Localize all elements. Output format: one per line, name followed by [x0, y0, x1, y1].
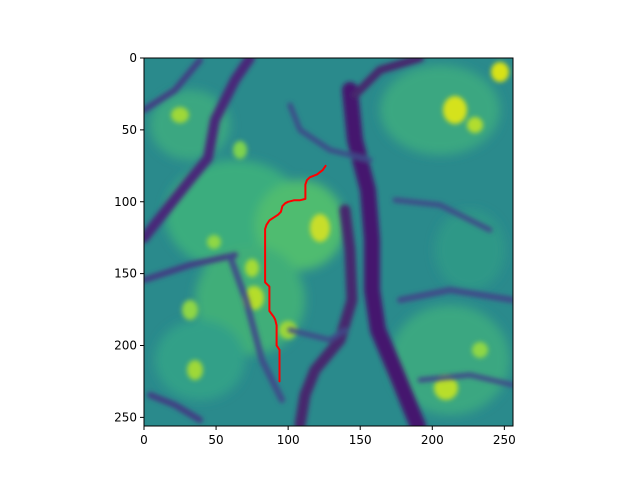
- x-tick-label: 100: [277, 433, 300, 447]
- plot-frame: [143, 57, 514, 427]
- terrain-valleys: [144, 58, 513, 426]
- x-tick-label: 150: [349, 433, 372, 447]
- terrain-mid-bands: [150, 65, 510, 415]
- y-tick-label: 100: [114, 195, 137, 209]
- x-tick-label: 0: [140, 433, 148, 447]
- y-axis: 0 50 100 150 200 250: [114, 51, 144, 424]
- x-axis: 0 50 100 150 200 250: [140, 426, 516, 447]
- y-tick-label: 200: [114, 339, 137, 353]
- y-tick-label: 250: [114, 410, 137, 424]
- x-tick-label: 250: [493, 433, 516, 447]
- route-path: [264, 164, 327, 383]
- heatmap-plot-area: [144, 58, 513, 426]
- x-tick-label: 200: [421, 433, 444, 447]
- y-tick-label: 50: [122, 123, 137, 137]
- y-tick-label: 150: [114, 267, 137, 281]
- x-tick-label: 50: [208, 433, 223, 447]
- y-tick-label: 0: [129, 51, 137, 65]
- terrain-peaks: [171, 62, 509, 400]
